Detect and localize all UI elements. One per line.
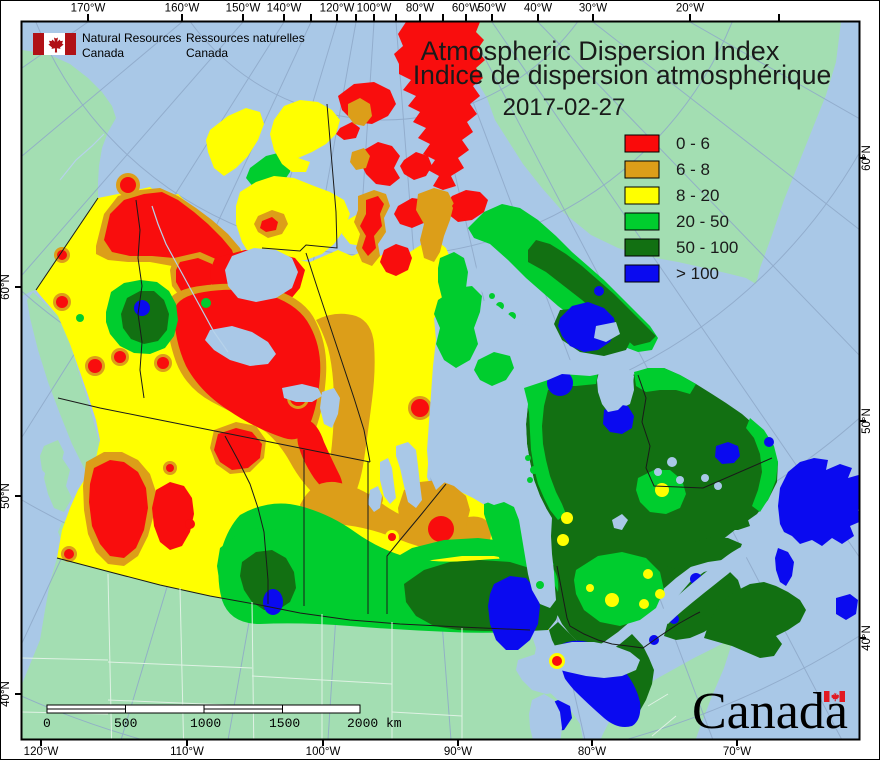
svg-text:80°W: 80°W — [406, 3, 434, 15]
svg-text:1500: 1500 — [269, 716, 300, 731]
svg-text:2000 km: 2000 km — [347, 716, 402, 731]
svg-text:100°W: 100°W — [306, 746, 341, 758]
svg-text:6 - 8: 6 - 8 — [676, 160, 710, 179]
svg-text:60°N: 60°N — [0, 274, 12, 300]
svg-text:Natural Resources: Natural Resources — [82, 31, 181, 45]
svg-text:170°W: 170°W — [71, 3, 106, 15]
svg-text:500: 500 — [114, 716, 137, 731]
svg-text:Ressources naturelles: Ressources naturelles — [186, 31, 305, 45]
svg-text:50°W: 50°W — [478, 3, 506, 15]
svg-text:90°W: 90°W — [444, 746, 472, 758]
svg-text:0 - 6: 0 - 6 — [676, 134, 710, 153]
svg-text:Canada: Canada — [692, 683, 848, 740]
svg-text:20°W: 20°W — [676, 3, 704, 15]
svg-text:70°W: 70°W — [723, 746, 751, 758]
svg-text:140°W: 140°W — [267, 3, 302, 15]
svg-text:40°W: 40°W — [524, 3, 552, 15]
svg-text:30°W: 30°W — [579, 3, 607, 15]
svg-text:50 - 100: 50 - 100 — [676, 238, 738, 257]
svg-text:40°N: 40°N — [861, 625, 873, 651]
svg-text:120°W: 120°W — [320, 3, 355, 15]
svg-text:50°N: 50°N — [861, 408, 873, 434]
svg-text:1000: 1000 — [190, 716, 221, 731]
svg-text:50°N: 50°N — [0, 483, 12, 509]
svg-text:Atmospheric Dispersion Index: Atmospheric Dispersion Index — [421, 36, 780, 66]
svg-text:120°W: 120°W — [24, 746, 59, 758]
svg-text:100°W: 100°W — [357, 3, 392, 15]
svg-text:8 - 20: 8 - 20 — [676, 186, 719, 205]
svg-text:60°N: 60°N — [861, 145, 873, 171]
svg-text:60°W: 60°W — [452, 3, 480, 15]
svg-text:20 - 50: 20 - 50 — [676, 212, 729, 231]
svg-text:150°W: 150°W — [226, 3, 261, 15]
svg-text:40°N: 40°N — [0, 681, 12, 707]
svg-text:2017-02-27: 2017-02-27 — [503, 94, 626, 121]
svg-text:Indice de dispersion atmosphér: Indice de dispersion atmosphérique — [413, 60, 831, 90]
svg-text:160°W: 160°W — [165, 3, 200, 15]
svg-text:Canada: Canada — [186, 46, 228, 60]
svg-text:0: 0 — [43, 716, 51, 731]
svg-text:> 100: > 100 — [676, 264, 719, 283]
svg-text:80°W: 80°W — [578, 746, 606, 758]
svg-text:Canada: Canada — [82, 46, 124, 60]
svg-text:110°W: 110°W — [170, 746, 204, 758]
